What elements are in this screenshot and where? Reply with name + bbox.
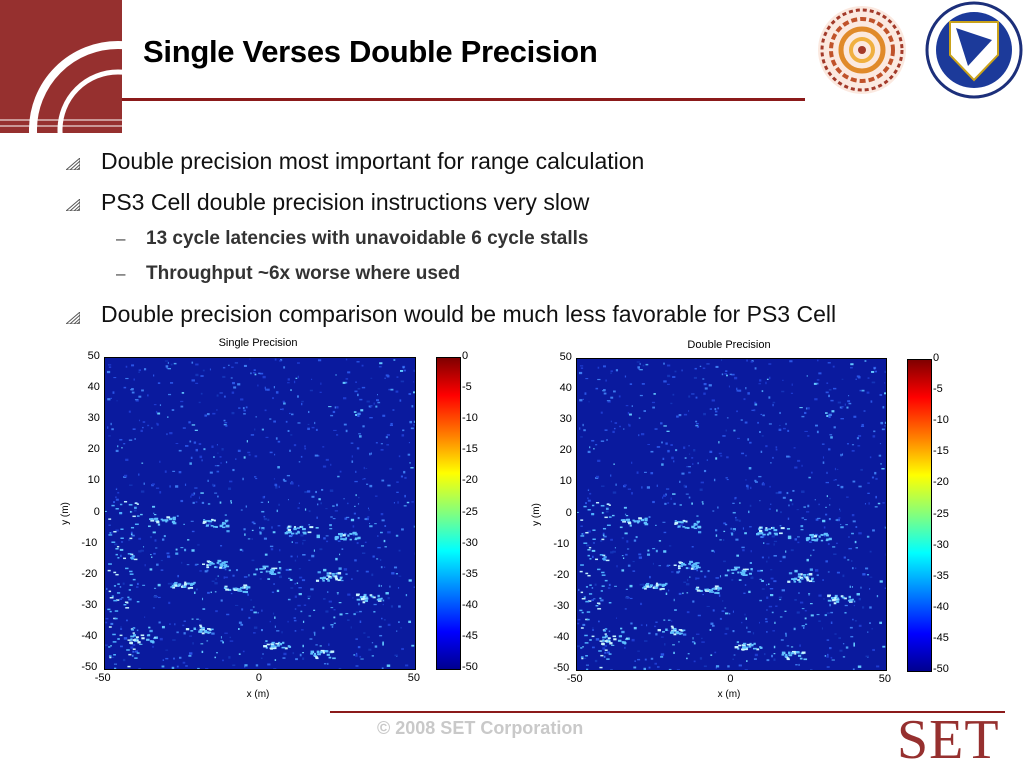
x-axis-label: x (m)	[247, 689, 270, 700]
sar-image	[576, 358, 887, 671]
bullet-3: Double precision comparison would be muc…	[101, 301, 836, 328]
colorbar	[436, 357, 461, 670]
colorbar-tick-label: -10	[462, 412, 478, 424]
afrl-shield-icon	[924, 0, 1024, 105]
y-axis-label: y (m)	[531, 503, 542, 526]
sub-bullet-1: 13 cycle latencies with unavoidable 6 cy…	[146, 228, 589, 250]
colorbar	[907, 359, 932, 672]
colorbar-tick-label: -10	[933, 414, 949, 426]
y-tick-label: 30	[560, 413, 572, 425]
y-tick-label: -40	[553, 631, 569, 643]
colorbar-tick-label: -35	[462, 568, 478, 580]
y-tick-label: -30	[553, 600, 569, 612]
y-tick-label: 10	[88, 474, 100, 486]
y-tick-label: -10	[553, 538, 569, 550]
y-tick-label: -40	[81, 630, 97, 642]
colorbar-tick-label: -30	[462, 537, 478, 549]
y-tick-label: 0	[566, 507, 572, 519]
colorbar-tick-label: -50	[462, 661, 478, 673]
colorbar-tick-label: -30	[933, 539, 949, 551]
colorbar-tick-label: -50	[933, 663, 949, 675]
y-tick-label: 40	[88, 381, 100, 393]
colorbar-tick-label: -25	[933, 508, 949, 520]
speckle-texture	[577, 359, 886, 670]
colorbar-tick-label: -15	[933, 445, 949, 457]
y-tick-label: 20	[560, 444, 572, 456]
sub-bullet-dash: –	[116, 229, 125, 249]
y-tick-label: 50	[88, 350, 100, 362]
x-axis-label: x (m)	[718, 689, 741, 700]
colorbar-tick-label: -45	[933, 632, 949, 644]
triangle-hatch-icon	[66, 158, 80, 170]
copyright: © 2008 SET Corporation	[377, 718, 583, 739]
y-tick-label: 40	[560, 382, 572, 394]
y-tick-label: -20	[81, 568, 97, 580]
colorbar-tick-label: 0	[462, 350, 468, 362]
colorbar-tick-label: -20	[933, 476, 949, 488]
plot-title: Double Precision	[687, 339, 770, 351]
triangle-hatch-icon	[66, 199, 80, 211]
colorbar-tick-label: -5	[933, 383, 943, 395]
sub-bullet-2: Throughput ~6x worse where used	[146, 263, 460, 285]
y-axis-label: y (m)	[60, 502, 71, 525]
brand-logo: SET	[897, 708, 1000, 772]
y-tick-label: 20	[88, 443, 100, 455]
colorbar-tick-label: 0	[933, 352, 939, 364]
x-tick-label: 0	[727, 673, 733, 685]
sub-bullet-dash: –	[116, 264, 125, 284]
y-tick-label: -20	[553, 569, 569, 581]
page-title: Single Verses Double Precision	[143, 34, 597, 70]
plot-title: Single Precision	[219, 337, 298, 349]
corner-decoration	[0, 0, 122, 133]
y-tick-label: 10	[560, 475, 572, 487]
spiral-logo-icon	[806, 2, 918, 103]
x-tick-label: 0	[256, 672, 262, 684]
y-tick-label: 30	[88, 412, 100, 424]
y-tick-label: 50	[560, 351, 572, 363]
colorbar-tick-label: -20	[462, 474, 478, 486]
x-tick-label: -50	[567, 673, 583, 685]
title-divider	[122, 98, 805, 101]
y-tick-label: 0	[94, 506, 100, 518]
colorbar-tick-label: -45	[462, 630, 478, 642]
y-tick-label: -30	[81, 599, 97, 611]
y-tick-label: -10	[81, 537, 97, 549]
triangle-hatch-icon	[66, 312, 80, 324]
sar-image	[104, 357, 416, 670]
x-tick-label: -50	[95, 672, 111, 684]
bullet-1: Double precision most important for rang…	[101, 148, 644, 175]
colorbar-tick-label: -40	[462, 599, 478, 611]
colorbar-tick-label: -25	[462, 506, 478, 518]
x-tick-label: 50	[879, 673, 891, 685]
colorbar-tick-label: -40	[933, 601, 949, 613]
x-tick-label: 50	[408, 672, 420, 684]
colorbar-tick-label: -35	[933, 570, 949, 582]
bullet-2: PS3 Cell double precision instructions v…	[101, 189, 589, 216]
colorbar-tick-label: -15	[462, 443, 478, 455]
speckle-texture	[105, 358, 415, 669]
colorbar-tick-label: -5	[462, 381, 472, 393]
